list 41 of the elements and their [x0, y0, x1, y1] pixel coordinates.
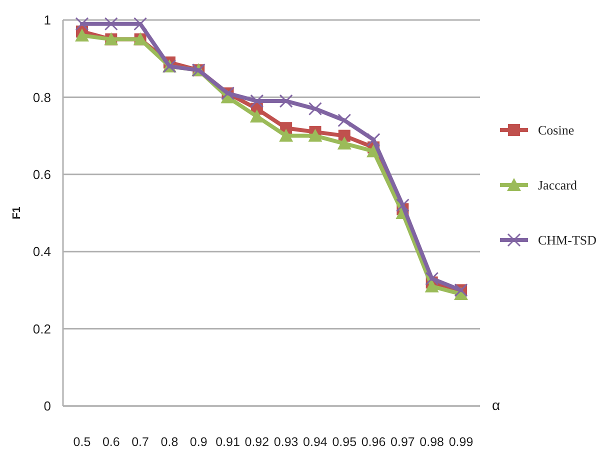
y-tick-label: 0.8 — [32, 90, 51, 105]
x-tick-label: 0.5 — [73, 435, 91, 449]
point — [424, 279, 439, 292]
point — [134, 17, 148, 31]
x-tick-label: 0.8 — [160, 435, 178, 449]
x-tick-label: 0.92 — [244, 435, 270, 449]
x-tick-label: 0.94 — [303, 435, 328, 449]
point — [104, 17, 118, 31]
point — [308, 102, 322, 116]
point — [337, 136, 352, 150]
point — [425, 272, 439, 286]
y-tick-label: 0 — [44, 398, 51, 414]
x-tick-label: 0.7 — [132, 435, 150, 449]
x-tick-label: 0.6 — [102, 435, 120, 449]
point — [279, 128, 294, 142]
y-tick-label: 0.4 — [32, 244, 51, 260]
x-tick-label: 0.98 — [420, 435, 444, 449]
legend-label: CHM-TSD — [538, 232, 597, 248]
x-tick-label: 0.97 — [390, 435, 415, 449]
x-tick-label: 0.91 — [216, 435, 240, 449]
x-tick-label: 0.96 — [361, 435, 386, 449]
y-tick-label: 0.6 — [32, 166, 51, 182]
point — [75, 28, 89, 42]
x-tick-label: 0.9 — [190, 435, 208, 449]
x-axis-title: α — [492, 397, 500, 413]
x-tick-label: 0.95 — [332, 435, 357, 449]
legend-label: Cosine — [538, 122, 574, 138]
x-tick-label: 0.93 — [274, 435, 298, 449]
point — [279, 94, 293, 108]
point — [75, 17, 89, 31]
point — [366, 132, 380, 146]
legend-label: Jaccard — [538, 178, 578, 193]
y-axis-title: F1 — [11, 206, 23, 220]
point — [396, 198, 410, 212]
x-tick-label: 0.99 — [448, 435, 474, 449]
point — [250, 94, 264, 108]
point — [308, 128, 322, 142]
y-tick-label: 0.2 — [32, 321, 51, 336]
point — [250, 110, 264, 122]
y-tick-label: 1 — [44, 12, 51, 28]
point — [338, 114, 352, 128]
